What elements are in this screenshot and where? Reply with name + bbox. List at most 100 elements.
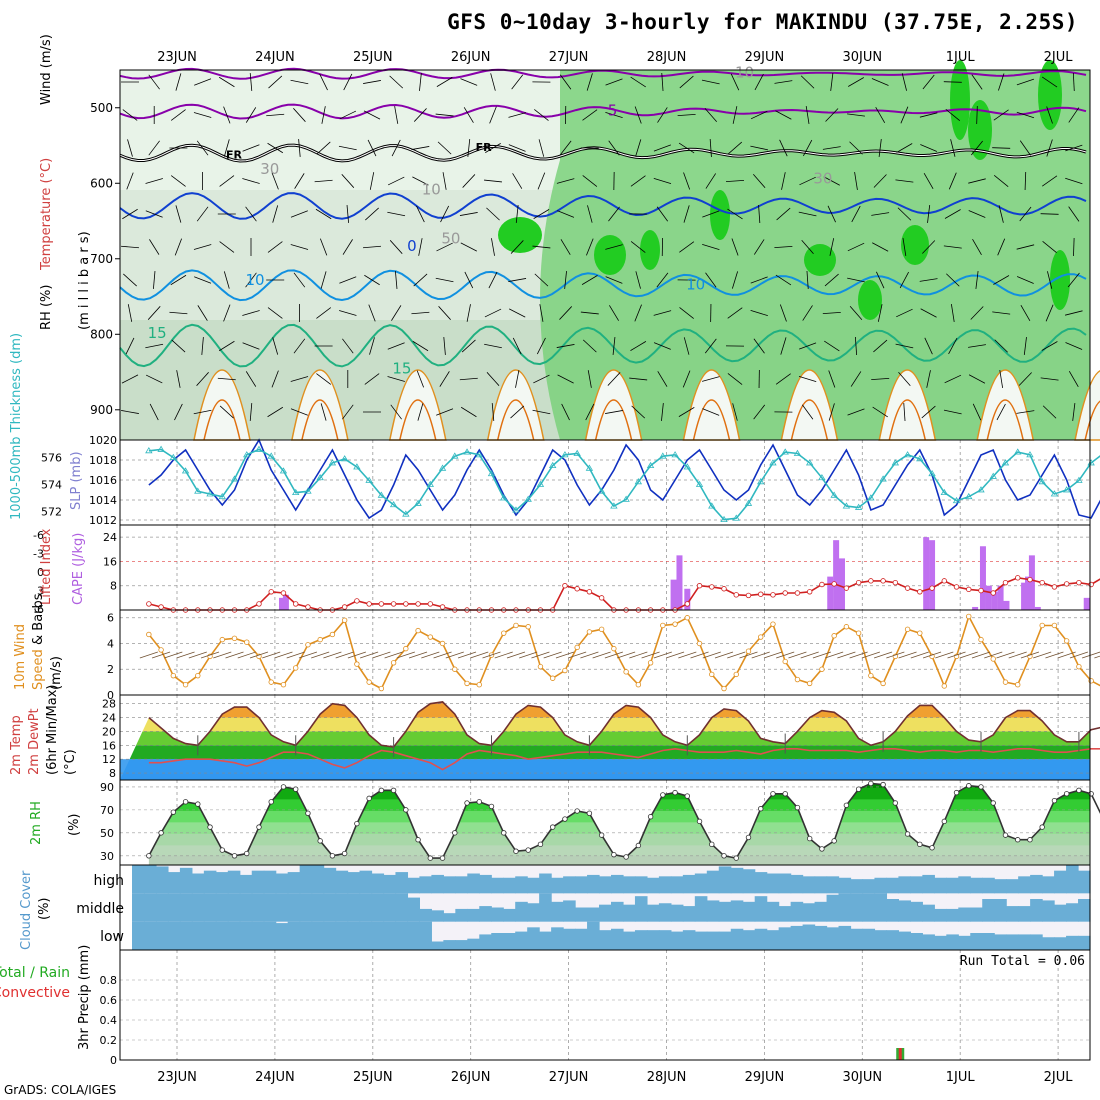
wind-barb xyxy=(1065,342,1083,350)
rh2m-line-point xyxy=(794,804,801,811)
wind-speed-line-point xyxy=(978,636,984,643)
ylabel-thickness: 1000-500mb Thickness (dm) xyxy=(9,333,24,520)
contour-label: 0 xyxy=(407,237,417,255)
lifted-index-line-point xyxy=(868,578,874,584)
cloud-cell xyxy=(347,872,361,894)
wind-speed-line-point xyxy=(990,656,996,662)
cloud-cell xyxy=(802,876,816,894)
rh2m-line-point xyxy=(917,841,923,848)
date-label-bottom: 29JUN xyxy=(745,1070,785,1085)
wind-barb xyxy=(271,172,279,190)
wind-barb xyxy=(605,410,623,414)
cloud-cell xyxy=(754,896,768,922)
wind-barb xyxy=(416,205,425,223)
wind-barb-10m xyxy=(531,651,550,659)
wind-barb xyxy=(587,370,592,388)
rh2m-line-point xyxy=(929,845,935,851)
ylabel-rh: RH (%) xyxy=(39,285,54,330)
wind-barb xyxy=(586,73,593,91)
cloud-cell xyxy=(838,925,852,950)
thickness-line-point xyxy=(793,449,802,456)
warm-arch-inner xyxy=(790,399,829,441)
wind-barb-10m xyxy=(225,651,244,659)
wind-barb xyxy=(634,106,642,124)
wind-barb xyxy=(775,274,792,286)
li-tick-label: -6 xyxy=(33,529,44,542)
cloud-cell xyxy=(838,877,852,894)
wind-barb xyxy=(631,405,646,419)
cloud-cell xyxy=(132,921,145,950)
wind-speed-line-point xyxy=(366,679,372,685)
rh2m-line-point xyxy=(549,824,556,830)
thickness-line-point xyxy=(181,467,190,474)
wind-barb xyxy=(365,207,379,221)
cloud-cell xyxy=(239,921,253,950)
lifted-index-line-point xyxy=(341,604,348,610)
rh2m-line-point xyxy=(293,786,299,792)
cloud-cell xyxy=(551,901,564,922)
wind-barb xyxy=(416,370,424,388)
cloud-cell xyxy=(539,931,552,950)
cloud-cell xyxy=(167,921,181,950)
wind-barb xyxy=(267,406,284,418)
cloud-cell xyxy=(431,910,444,922)
cloud-cell xyxy=(287,893,301,922)
y-tick-label: 700 xyxy=(90,252,113,266)
thickness-line-point xyxy=(683,463,692,470)
wind-speed-line-point xyxy=(904,626,911,633)
wind-barb xyxy=(412,340,429,352)
wind-barb xyxy=(486,372,500,386)
wind-barb xyxy=(1073,237,1075,257)
wind-barb xyxy=(387,211,406,217)
wind-barb xyxy=(630,341,647,351)
rh2m-line-point xyxy=(280,784,287,790)
cape-bar xyxy=(833,540,840,610)
thickness-line-point xyxy=(1014,448,1022,455)
rh2m-line-point xyxy=(1076,787,1082,794)
rh2m-line-point xyxy=(966,783,972,789)
wind-speed-line-point xyxy=(427,634,434,640)
wind-barb xyxy=(582,175,598,187)
wind-barb xyxy=(944,374,962,384)
cloud-cell xyxy=(1042,876,1055,894)
cloud-cell xyxy=(467,938,480,950)
date-label-bottom: 1JUL xyxy=(946,1070,976,1085)
thickness-line-point xyxy=(353,463,361,470)
wind-barb xyxy=(993,275,1010,285)
cloud-cell xyxy=(551,877,564,894)
wind-speed-line-point xyxy=(782,658,788,665)
wind-barb xyxy=(903,402,906,422)
rh-high-blob xyxy=(640,230,660,270)
wind-barb xyxy=(268,75,283,89)
dewpoint-line xyxy=(148,747,1100,771)
rh2m-line-point xyxy=(990,800,996,806)
wind-barb xyxy=(656,206,669,222)
rh2m-line-point xyxy=(182,799,189,805)
wind-barb xyxy=(364,373,380,385)
wind-barb xyxy=(679,307,694,319)
wind-barb xyxy=(342,239,353,255)
cloud-cell xyxy=(479,934,492,950)
cloud-cell xyxy=(503,877,516,894)
wind-barb xyxy=(534,109,549,121)
cloud-cell xyxy=(766,930,780,950)
rh2m-line-point xyxy=(770,791,776,797)
wind-barb xyxy=(121,374,139,384)
wind-barb xyxy=(1024,171,1027,191)
cloud-cell xyxy=(287,872,301,894)
thickness-tick-label: 574 xyxy=(41,479,62,492)
cloud-cell xyxy=(874,877,888,894)
wind-barb xyxy=(920,308,937,318)
wind-barb xyxy=(390,404,402,420)
wind-barb-10m xyxy=(249,651,269,659)
upper-ylabel-mb: (m i l l i b a r s) xyxy=(77,231,92,330)
wind-barb xyxy=(342,338,354,354)
cloud-cell xyxy=(263,893,277,922)
wind-barb xyxy=(968,178,986,184)
thickness-line-point xyxy=(818,474,826,481)
rh2m-line-point xyxy=(611,851,617,858)
cloud-cell xyxy=(718,866,732,894)
cloud-cell xyxy=(275,893,289,922)
wind-barb xyxy=(1067,272,1080,288)
precip-tick-label: 0.4 xyxy=(100,1014,118,1027)
